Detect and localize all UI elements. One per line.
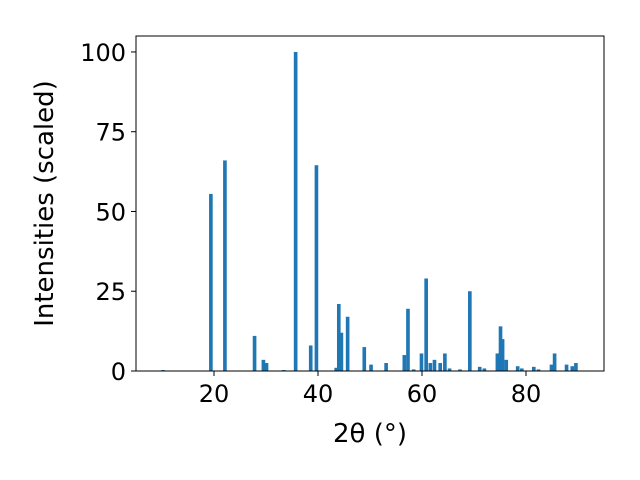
bar xyxy=(261,359,266,371)
bar xyxy=(362,347,367,371)
x-axis-label: 2θ (°) xyxy=(333,419,407,449)
x-axis-ticks: 20 40 60 80 xyxy=(199,371,542,408)
bar xyxy=(482,368,487,371)
bar xyxy=(209,193,213,371)
bar-series xyxy=(161,51,578,371)
bar xyxy=(498,326,503,371)
bar xyxy=(334,367,339,371)
bar xyxy=(314,165,319,371)
bar xyxy=(477,366,482,371)
bar xyxy=(468,291,472,371)
bar xyxy=(411,369,416,371)
y-tick-label: 75 xyxy=(95,119,126,147)
bar xyxy=(447,368,452,371)
y-tick-label: 25 xyxy=(95,278,126,306)
y-tick-label: 50 xyxy=(95,198,126,226)
bar xyxy=(458,369,462,371)
bar xyxy=(549,364,554,371)
bar xyxy=(574,363,578,371)
bar xyxy=(308,345,313,371)
bar xyxy=(570,366,575,371)
bar xyxy=(552,353,557,371)
bar xyxy=(402,355,407,371)
y-axis-label: Intensities (scaled) xyxy=(30,80,60,327)
bar xyxy=(536,369,541,371)
bar xyxy=(443,353,447,371)
bar xyxy=(438,363,443,371)
x-tick-label: 40 xyxy=(303,380,334,408)
bar xyxy=(424,278,428,371)
bar xyxy=(336,304,341,371)
bar xyxy=(504,359,509,371)
x-tick-label: 80 xyxy=(511,380,542,408)
x-tick-label: 60 xyxy=(407,380,438,408)
y-axis-ticks: 0 25 50 75 100 xyxy=(80,39,136,386)
bar xyxy=(406,308,410,371)
bar xyxy=(369,364,373,371)
bar xyxy=(252,335,257,371)
bar xyxy=(223,160,227,371)
plot-frame xyxy=(135,35,605,372)
y-tick-label: 0 xyxy=(111,358,126,386)
bar xyxy=(564,364,569,371)
bar xyxy=(520,368,524,371)
bar xyxy=(293,51,298,371)
bar xyxy=(264,363,269,371)
x-tick-label: 20 xyxy=(199,380,230,408)
bar xyxy=(531,366,536,371)
bar xyxy=(428,363,433,371)
bar xyxy=(495,353,500,371)
bar xyxy=(339,332,344,371)
bar xyxy=(345,316,350,371)
bar xyxy=(432,359,437,371)
bar xyxy=(384,363,388,371)
bar xyxy=(419,353,424,371)
bar xyxy=(515,366,520,371)
y-tick-label: 100 xyxy=(80,39,126,67)
bar xyxy=(500,339,505,371)
